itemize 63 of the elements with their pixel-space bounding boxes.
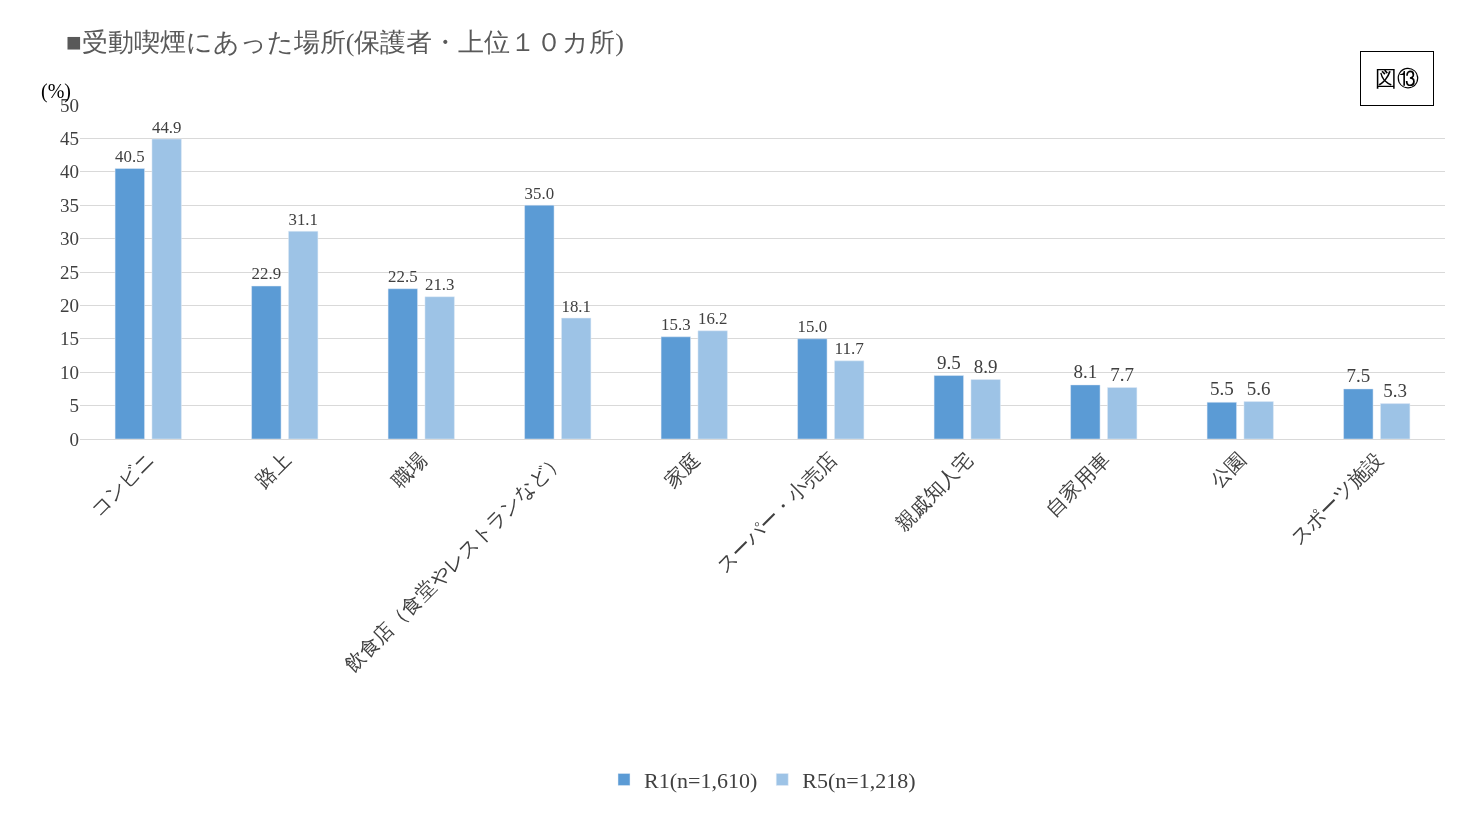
data-label: 7.5 [1346, 364, 1371, 386]
bar [1206, 402, 1237, 439]
bar [1107, 387, 1138, 439]
bar [561, 317, 592, 439]
y-tick-label: 35 [60, 194, 79, 216]
data-label: 15.3 [661, 315, 691, 335]
data-label: 22.9 [251, 264, 282, 284]
x-tick-label: 公園 [1206, 448, 1251, 493]
legend-label: R5(n=1,218) [802, 768, 916, 794]
text: 図⑬ [1375, 66, 1419, 91]
bar [1070, 384, 1101, 439]
data-label: 22.5 [388, 267, 418, 287]
data-label: 18.1 [561, 296, 591, 316]
data-label: 44.9 [151, 117, 182, 137]
y-tick-label: 40 [60, 161, 79, 183]
data-label: 11.7 [834, 339, 865, 359]
data-label: 5.5 [1209, 378, 1234, 400]
bar [1243, 401, 1274, 439]
bar [834, 360, 865, 439]
data-label: 21.3 [424, 275, 455, 295]
y-tick-label: 10 [60, 361, 79, 383]
y-tick-label: 15 [60, 328, 79, 350]
bar [1380, 403, 1411, 439]
data-label: 31.1 [288, 209, 318, 229]
y-tick-label: 5 [69, 395, 79, 417]
y-tick-label: 20 [60, 295, 79, 317]
data-label: 7.7 [1110, 363, 1135, 385]
data-label: 40.5 [115, 146, 145, 166]
bar [970, 379, 1001, 439]
bar [251, 285, 282, 439]
bar [288, 231, 319, 439]
x-tick-label: 親戚知人宅 [890, 448, 978, 535]
bar [524, 204, 555, 439]
x-tick-label: 職場 [387, 448, 432, 493]
data-label: 8.9 [973, 355, 998, 377]
data-label: 16.2 [697, 309, 728, 329]
bar [697, 330, 728, 439]
bar [797, 338, 828, 439]
data-label: 15.0 [797, 317, 828, 337]
bar [151, 138, 182, 439]
bar [1343, 388, 1374, 439]
data-label: 5.6 [1246, 377, 1271, 399]
data-label: 5.3 [1383, 379, 1408, 401]
x-tick-label: 路上 [250, 448, 295, 493]
y-tick-label: 45 [60, 128, 79, 150]
x-tick-label: コンビニ [86, 448, 159, 521]
x-tick-label: スポーツ施設 [1286, 448, 1387, 549]
data-label: 9.5 [936, 351, 961, 373]
y-tick-label: 0 [69, 428, 79, 450]
chart-title: ■受動喫煙にあった場所(保護者・上位１０カ所) [65, 28, 624, 58]
y-tick-label: 25 [60, 261, 79, 283]
legend-label: R1(n=1,610) [644, 768, 758, 794]
y-tick-label: 30 [60, 228, 79, 250]
bar [114, 168, 145, 439]
x-tick-label: 家庭 [660, 448, 705, 493]
x-tick-label: スーパー・小売店 [711, 448, 841, 578]
x-tick-label: 自家用車 [1041, 448, 1114, 521]
bar [424, 296, 455, 439]
bar [660, 336, 691, 439]
data-label: 35.0 [524, 183, 555, 203]
bar [387, 288, 418, 439]
data-label: 8.1 [1073, 360, 1098, 382]
bar [933, 375, 964, 439]
